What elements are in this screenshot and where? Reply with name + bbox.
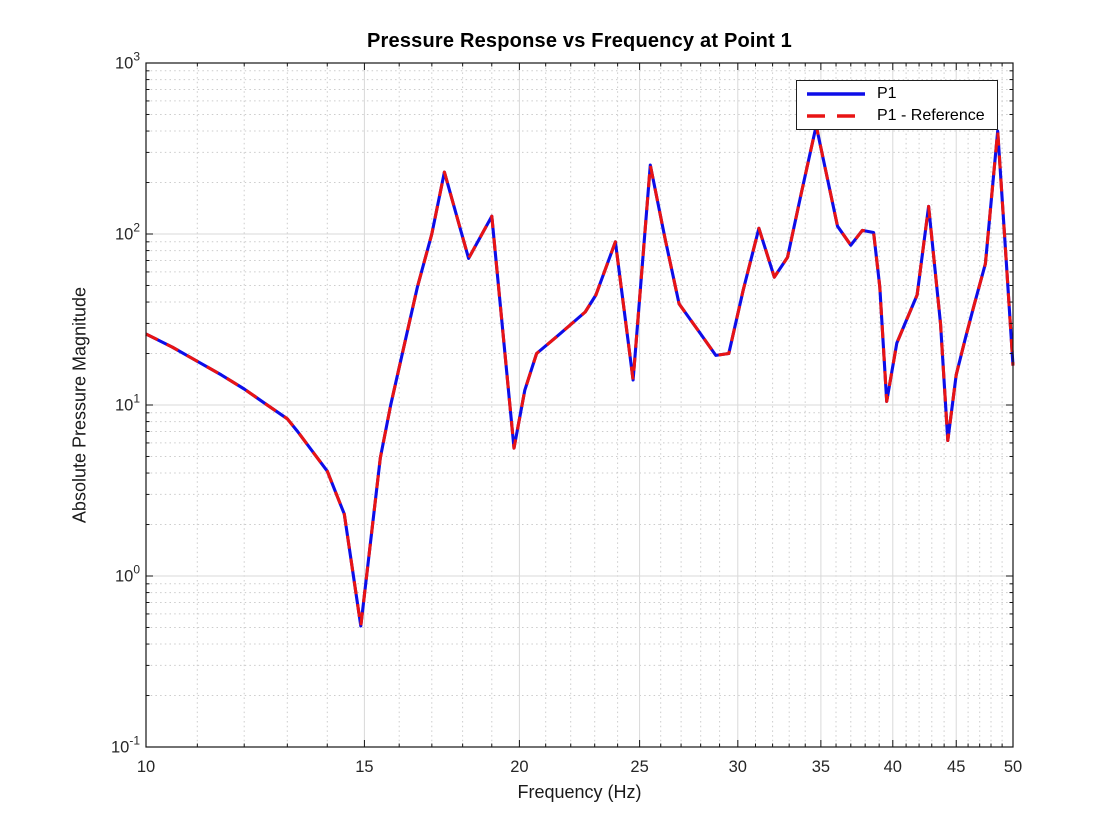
x-tick-label-30: 30	[729, 758, 747, 776]
x-tick-label-45: 45	[947, 758, 965, 776]
x-tick-label-10: 10	[137, 758, 155, 776]
legend-entry-p1: P1	[797, 83, 997, 105]
x-tick-label-25: 25	[630, 758, 648, 776]
x-tick-label-35: 35	[812, 758, 830, 776]
y-tick-label-1e3: 103	[115, 50, 140, 73]
y-tick-label-1e0: 100	[115, 563, 140, 586]
legend-label-p1-reference: P1 - Reference	[877, 107, 985, 124]
x-tick-label-15: 15	[355, 758, 373, 776]
x-tick-label-20: 20	[510, 758, 528, 776]
series-line-1	[145, 124, 1015, 628]
x-axis-label: Frequency (Hz)	[517, 782, 642, 802]
tick-labels: 10 15 20 25 30 35 40 45 50 10-1 100 101 102 103	[111, 50, 1022, 777]
legend-line-solid-icon	[807, 92, 865, 96]
legend-line-dashed-icon	[807, 114, 865, 118]
series-p1	[145, 124, 1015, 628]
tick-marks	[145, 62, 1014, 748]
x-tick-label-50: 50	[1004, 758, 1022, 776]
legend-box: P1 P1 - Reference	[796, 80, 998, 130]
series-line-0	[145, 124, 1015, 628]
grid-major	[146, 63, 1013, 747]
legend-entry-p1-reference: P1 - Reference	[797, 105, 997, 127]
grid-minor	[146, 63, 1013, 747]
y-tick-label-1e1: 101	[115, 392, 140, 415]
y-axis-label: Absolute Pressure Magnitude	[69, 286, 90, 524]
x-tick-label-40: 40	[884, 758, 902, 776]
chart-title: Pressure Response vs Frequency at Point …	[366, 30, 793, 52]
y-tick-label-1e-1: 10-1	[111, 734, 140, 757]
y-tick-label-1e2: 102	[115, 221, 140, 244]
series-p1-reference	[145, 124, 1015, 628]
legend-label-p1: P1	[877, 85, 897, 102]
